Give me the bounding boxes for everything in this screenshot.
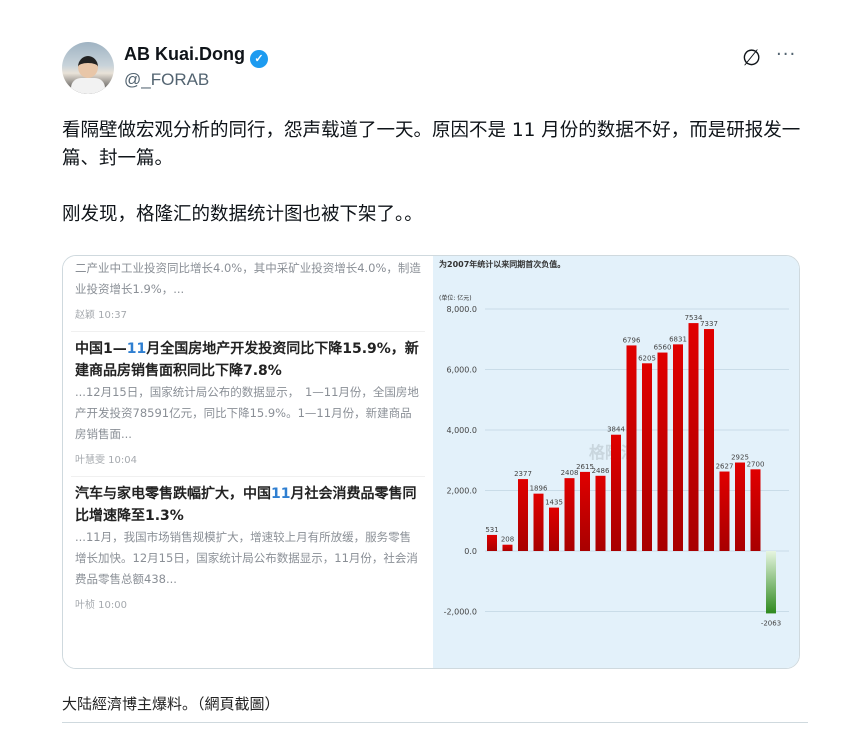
bar bbox=[673, 344, 683, 551]
bar bbox=[704, 329, 714, 551]
news-snippet: ...12月15日，国家统计局公布的数据显示， 1—11月份，全国房地产开发投资… bbox=[75, 385, 419, 441]
bar bbox=[766, 551, 776, 614]
y-tick-label: 6,000.0 bbox=[446, 366, 477, 375]
avatar[interactable] bbox=[62, 42, 114, 94]
title-text: 月社会消费品零售同比增速降至1.3% bbox=[75, 486, 417, 524]
news-meta: 赵颖 10:37 bbox=[75, 310, 127, 321]
bar-value-label: 1896 bbox=[530, 485, 548, 493]
bar-value-label: 7337 bbox=[700, 320, 718, 328]
bar bbox=[595, 475, 606, 551]
bar-value-label: 208 bbox=[501, 536, 514, 544]
bar bbox=[626, 345, 637, 551]
title-text: 汽车与家电零售跌幅扩大，中国 bbox=[75, 486, 271, 502]
bar-value-label: 2627 bbox=[716, 463, 734, 471]
bar bbox=[502, 544, 513, 551]
bar bbox=[487, 534, 497, 551]
bar-value-label: 3844 bbox=[607, 426, 625, 434]
bar bbox=[735, 462, 745, 551]
bar-value-label: 6205 bbox=[638, 354, 656, 362]
bar bbox=[549, 507, 559, 551]
news-title: 中国1—11月全国房地产开发投资同比下降15.9%，新建商品房销售面积同比下降7… bbox=[75, 338, 421, 382]
news-item[interactable]: 汽车与家电零售跌幅扩大，中国11月社会消费品零售同比增速降至1.3% ...11… bbox=[75, 483, 421, 611]
chart-unit-label: (单位: 亿元) bbox=[439, 294, 472, 302]
y-tick-label: 0.0 bbox=[464, 547, 477, 556]
bar-value-label: 2486 bbox=[592, 467, 610, 475]
avatar-body bbox=[71, 78, 105, 94]
tweet-paragraph: 看隔壁做宏观分析的同行，怨声载道了一天。原因不是 11 月份的数据不好，而是研报… bbox=[62, 120, 801, 169]
divider bbox=[71, 331, 425, 332]
bar-value-label: 1435 bbox=[545, 499, 563, 507]
news-meta: 叶桢 10:00 bbox=[75, 600, 127, 611]
title-text: 中国1— bbox=[75, 341, 127, 357]
bar-value-label: 2408 bbox=[561, 469, 579, 477]
bar-value-label: 2615 bbox=[576, 463, 594, 471]
author-name[interactable]: AB Kuai.Dong ✓ bbox=[124, 44, 268, 68]
bar bbox=[564, 478, 575, 551]
news-title: 汽车与家电零售跌幅扩大，中国11月社会消费品零售同比增速降至1.3% bbox=[75, 483, 421, 527]
bar-value-label: 7534 bbox=[685, 314, 703, 322]
bar bbox=[533, 493, 544, 551]
tweet-paragraph: 刚发现，格隆汇的数据统计图也被下架了。。 bbox=[62, 204, 423, 225]
title-highlight: 11 bbox=[271, 486, 291, 502]
verified-badge-icon: ✓ bbox=[250, 50, 268, 68]
bar-value-label: 6560 bbox=[654, 344, 672, 352]
bar bbox=[750, 469, 761, 551]
more-icon[interactable]: ··· bbox=[776, 44, 797, 65]
y-tick-label: -2,000.0 bbox=[444, 608, 477, 617]
news-snippet: 二产业中工业投资同比增长4.0%，其中采矿业投资增长4.0%，制造业投资增长1.… bbox=[75, 261, 421, 296]
news-list: 二产业中工业投资同比增长4.0%，其中采矿业投资增长4.0%，制造业投资增长1.… bbox=[63, 256, 433, 668]
bar bbox=[642, 363, 652, 551]
news-snippet: ...11月，我国市场销售规模扩大，增速较上月有所放缓，服务零售增长加快。12月… bbox=[75, 530, 418, 586]
author-handle[interactable]: @_FORAB bbox=[124, 70, 210, 89]
title-text: 月全国房地产开发投资同比下降15.9%，新建商品房销售面积同比下降7.8% bbox=[75, 341, 419, 379]
bar-value-label: 6796 bbox=[623, 336, 641, 344]
bar bbox=[688, 323, 699, 551]
y-tick-label: 8,000.0 bbox=[446, 305, 477, 314]
tweet-text: 看隔壁做宏观分析的同行，怨声载道了一天。原因不是 11 月份的数据不好，而是研报… bbox=[62, 117, 802, 257]
bar bbox=[518, 479, 528, 551]
bar-value-label: 531 bbox=[485, 526, 498, 534]
bar-value-label: -2063 bbox=[761, 619, 781, 627]
image-caption: 大陆經濟博主爆料。（網頁截圖） bbox=[62, 695, 280, 713]
bar-value-label: 6831 bbox=[669, 335, 687, 343]
news-item[interactable]: 中国1—11月全国房地产开发投资同比下降15.9%，新建商品房销售面积同比下降7… bbox=[75, 338, 421, 466]
bar-value-label: 2925 bbox=[731, 454, 749, 462]
y-tick-label: 4,000.0 bbox=[446, 426, 477, 435]
bar bbox=[657, 352, 668, 551]
bar bbox=[719, 471, 730, 551]
divider bbox=[62, 722, 808, 723]
bar-chart-panel: 为2007年统计以来同期首次负值。 (单位: 亿元) 格隆汇 8,000.06,… bbox=[433, 256, 799, 668]
y-tick-label: 2,000.0 bbox=[446, 487, 477, 496]
author-name-text: AB Kuai.Dong bbox=[124, 44, 245, 64]
bar-value-label: 2377 bbox=[514, 470, 532, 478]
chart-title: 为2007年统计以来同期首次负值。 bbox=[439, 259, 565, 269]
bar bbox=[580, 471, 590, 551]
avatar-face bbox=[78, 56, 98, 78]
grok-icon[interactable]: ∅ bbox=[742, 46, 762, 71]
bar-chart: 为2007年统计以来同期首次负值。 (单位: 亿元) 格隆汇 8,000.06,… bbox=[439, 259, 789, 627]
bar bbox=[611, 434, 621, 551]
title-highlight: 11 bbox=[126, 341, 147, 357]
divider bbox=[71, 476, 425, 477]
news-meta: 叶慧雯 10:04 bbox=[75, 455, 137, 466]
tweet-media[interactable]: 二产业中工业投资同比增长4.0%，其中采矿业投资增长4.0%，制造业投资增长1.… bbox=[62, 255, 800, 669]
bar-value-label: 2700 bbox=[747, 460, 765, 468]
